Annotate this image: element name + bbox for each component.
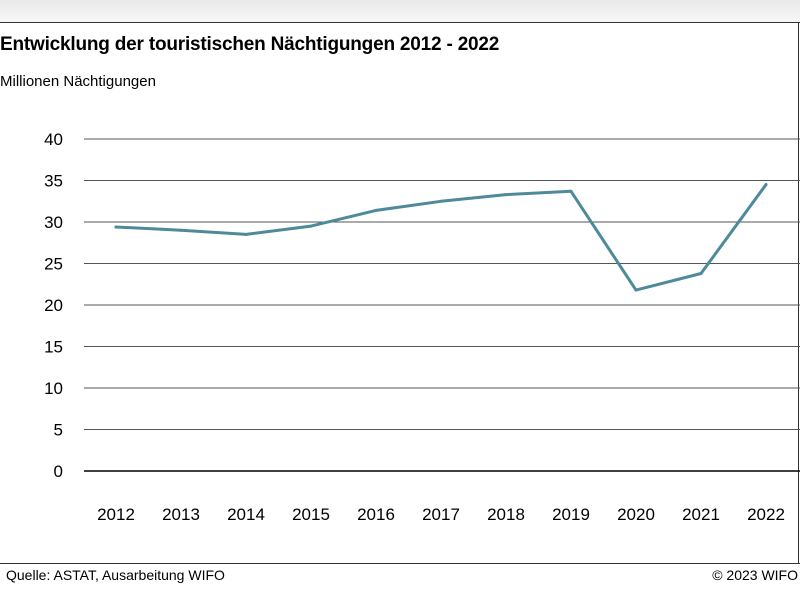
y-tick-label: 25 — [44, 255, 63, 274]
chart-title: Entwicklung der touristischen Nächtigung… — [0, 34, 500, 55]
data-point — [114, 225, 118, 229]
x-tick-label: 2012 — [97, 505, 135, 524]
y-tick-label: 5 — [54, 421, 63, 440]
data-point — [439, 199, 443, 203]
data-point — [244, 232, 248, 236]
y-axis-ticks: 0 5 10 15 20 25 30 35 40 — [44, 130, 63, 481]
data-point — [504, 193, 508, 197]
x-tick-label: 2015 — [292, 505, 330, 524]
data-point — [309, 224, 313, 228]
y-tick-label: 15 — [44, 338, 63, 357]
copyright-note: © 2023 WIFO — [712, 567, 798, 583]
data-point — [374, 208, 378, 212]
data-point — [699, 271, 703, 275]
y-tick-label: 0 — [54, 462, 63, 481]
x-tick-label: 2014 — [227, 505, 265, 524]
y-tick-label: 30 — [44, 213, 63, 232]
x-tick-label: 2017 — [422, 505, 460, 524]
x-tick-label: 2021 — [682, 505, 720, 524]
gridlines — [84, 138, 800, 472]
right-border — [798, 22, 799, 564]
source-note: Quelle: ASTAT, Ausarbeitung WIFO — [6, 567, 225, 583]
y-tick-label: 20 — [44, 296, 63, 315]
x-tick-label: 2020 — [617, 505, 655, 524]
y-axis-unit-label: Millionen Nächtigungen — [0, 73, 156, 90]
x-tick-label: 2019 — [552, 505, 590, 524]
series-layer — [114, 183, 768, 292]
x-axis-ticks: 2012 2013 2014 2015 2016 2017 2018 2019 2020 2021… — [97, 505, 785, 524]
y-tick-label: 40 — [44, 130, 63, 149]
data-point — [634, 288, 638, 292]
header-band — [0, 0, 800, 22]
data-point — [764, 183, 768, 187]
x-tick-label: 2018 — [487, 505, 525, 524]
data-point — [569, 189, 573, 193]
top-divider — [0, 22, 800, 23]
y-tick-label: 35 — [44, 172, 63, 191]
data-point — [179, 228, 183, 232]
footer-divider — [0, 563, 800, 564]
x-tick-label: 2016 — [357, 505, 395, 524]
y-tick-label: 10 — [44, 379, 63, 398]
x-tick-label: 2022 — [747, 505, 785, 524]
x-tick-label: 2013 — [162, 505, 200, 524]
